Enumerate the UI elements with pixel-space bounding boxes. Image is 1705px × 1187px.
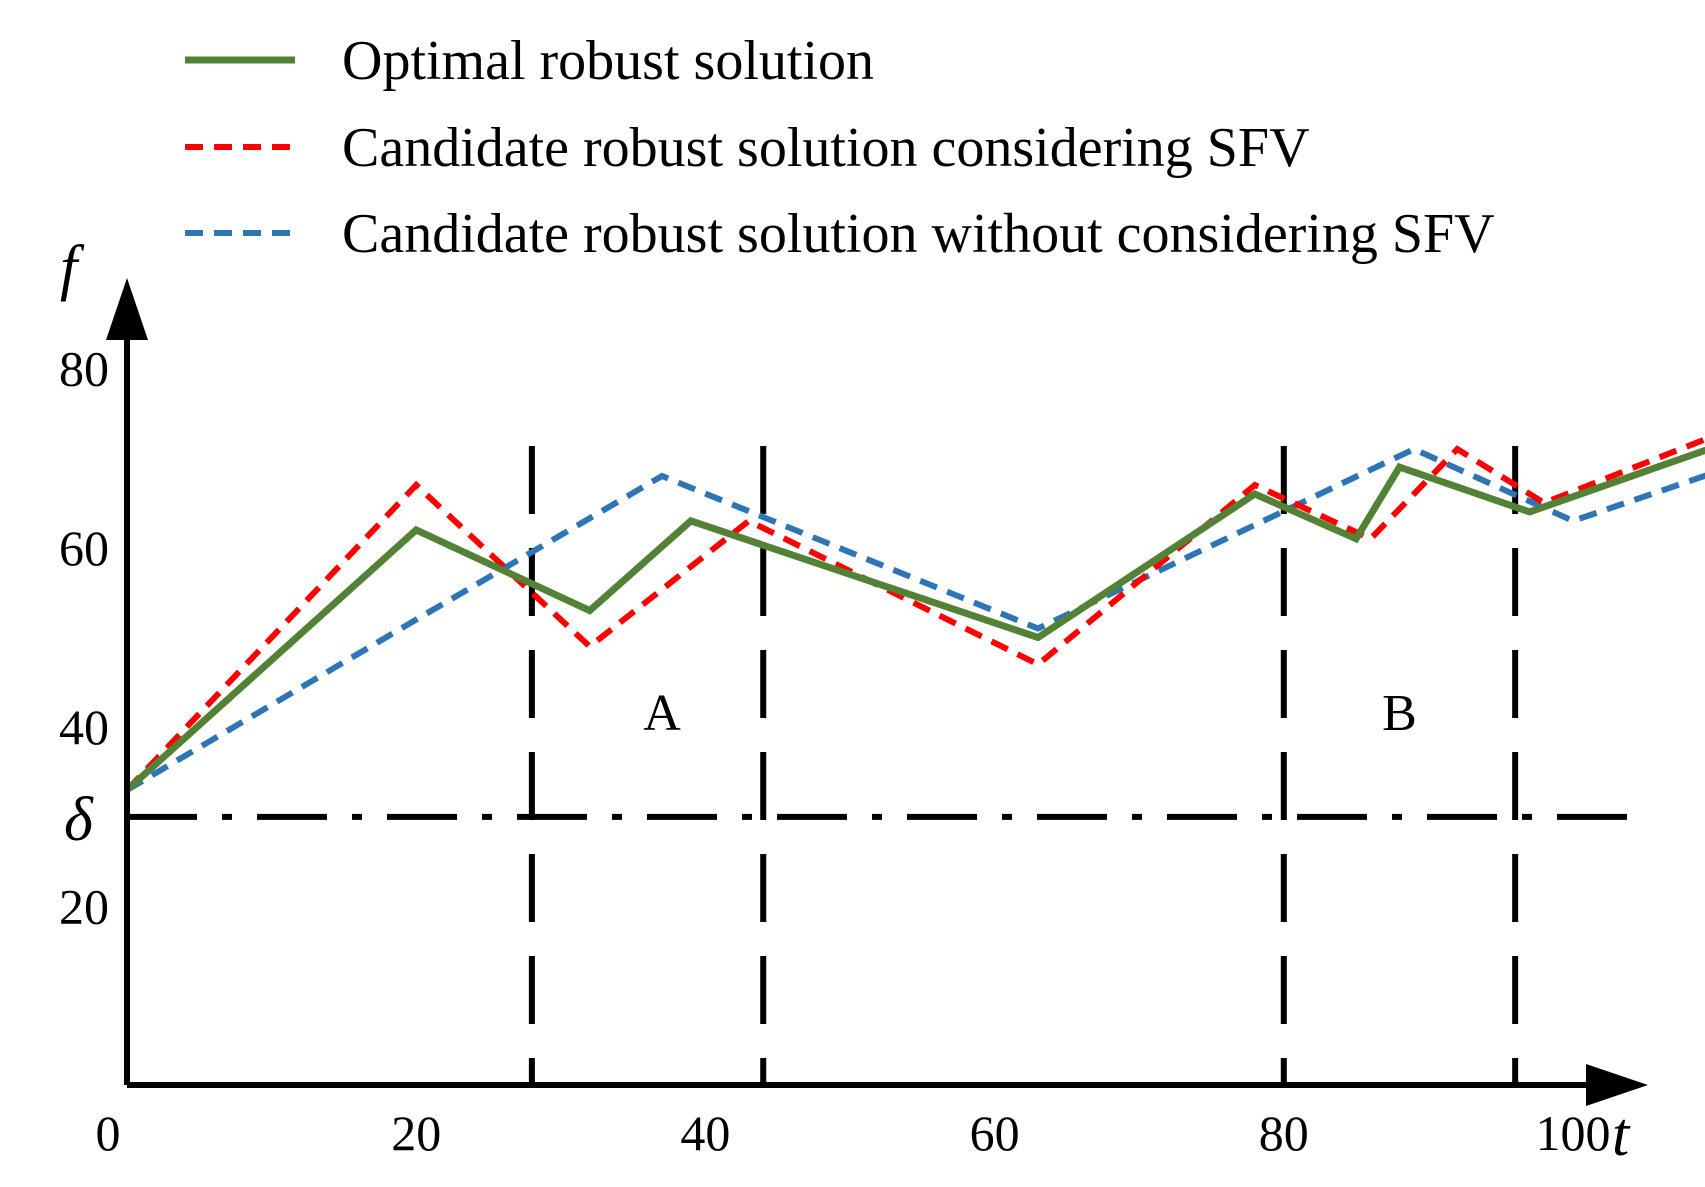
legend-entry: Candidate robust solution without consid… (342, 203, 1495, 265)
x-tick-label: 80 (1259, 1105, 1309, 1161)
series-line-1 (124, 446, 1705, 793)
x-tick-label: 40 (680, 1105, 730, 1161)
y-tick-label: 40 (59, 699, 109, 755)
y-axis-label: f (60, 234, 85, 302)
y-tick-label: 60 (59, 520, 109, 576)
y-axis-arrow (106, 278, 148, 340)
region-label: B (1382, 685, 1417, 742)
tick-labels: 0 20 40 60 80 100 20 40 60 80 (59, 340, 1611, 1161)
x-tick-label: 60 (970, 1105, 1020, 1161)
legend: Optimal robust solution Candidate robust … (185, 30, 1495, 265)
y-tick-label: 20 (59, 879, 109, 935)
x-tick-label: 20 (391, 1105, 441, 1161)
series-lines (124, 436, 1705, 793)
vertical-markers (528, 446, 1519, 1085)
x-tick-label: 0 (96, 1105, 121, 1161)
legend-entry: Candidate robust solution considering SF… (342, 117, 1310, 179)
series-line-2 (124, 436, 1705, 793)
axes (106, 278, 1648, 1106)
threshold-label: δ (64, 786, 94, 854)
legend-entry: Optimal robust solution (342, 30, 874, 92)
x-axis-label: t (1612, 1101, 1631, 1169)
x-axis-arrow (1586, 1064, 1648, 1106)
y-tick-label: 80 (59, 340, 109, 396)
region-label: A (643, 685, 681, 742)
series-line-3 (125, 445, 1705, 793)
x-tick-label: 100 (1536, 1105, 1611, 1161)
